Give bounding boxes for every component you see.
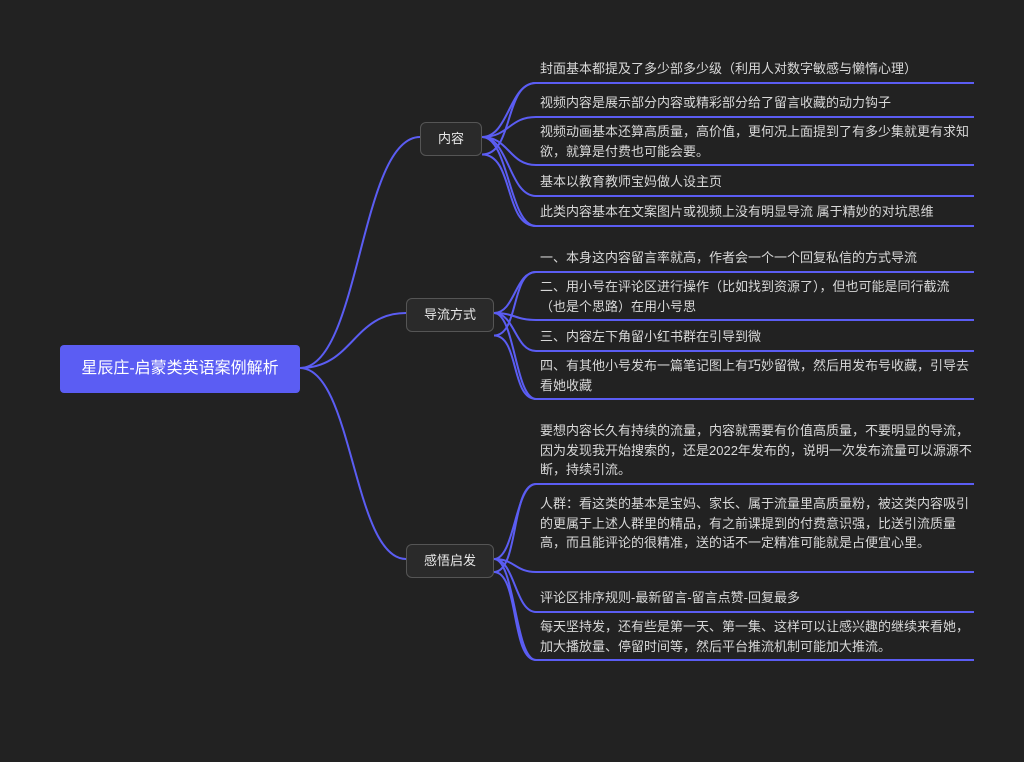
leaf-b2-3: 四、有其他小号发布一篇笔记图上有巧妙留微，然后用发布号收藏，引导去看她收藏: [536, 354, 974, 397]
leaf-b1-1: 视频内容是展示部分内容或精彩部分给了留言收藏的动力钩子: [536, 91, 974, 115]
leaf-b3-3: 每天坚持发，还有些是第一天、第一集、这样可以让感兴趣的继续来看她，加大播放量、停…: [536, 615, 974, 658]
leaf-b1-0: 封面基本都提及了多少部多少级（利用人对数字敏感与懒惰心理）: [536, 57, 974, 81]
leaf-b1-4: 此类内容基本在文案图片或视频上没有明显导流 属于精妙的对坑思维: [536, 200, 974, 224]
leaf-b1-3: 基本以教育教师宝妈做人设主页: [536, 170, 974, 194]
leaf-b2-0: 一、本身这内容留言率就高，作者会一个一个回复私信的方式导流: [536, 246, 974, 270]
leaf-b3-0: 要想内容长久有持续的流量，内容就需要有价值高质量，不要明显的导流，因为发现我开始…: [536, 419, 974, 482]
branch-b1: 内容: [420, 122, 482, 156]
root-node: 星辰庄-启蒙类英语案例解析: [60, 345, 300, 393]
leaf-b1-2: 视频动画基本还算高质量，高价值，更何况上面提到了有多少集就更有求知欲，就算是付费…: [536, 120, 974, 163]
leaf-b3-2: 评论区排序规则-最新留言-留言点赞-回复最多: [536, 586, 974, 610]
leaf-b2-2: 三、内容左下角留小红书群在引导到微: [536, 325, 974, 349]
leaf-b3-1: 人群：看这类的基本是宝妈、家长、属于流量里高质量粉，被这类内容吸引的更属于上述人…: [536, 492, 974, 570]
leaf-b2-1: 二、用小号在评论区进行操作（比如找到资源了），但也可能是同行截流（也是个思路）在…: [536, 275, 974, 318]
branch-b3: 感悟启发: [406, 544, 494, 578]
branch-b2: 导流方式: [406, 298, 494, 332]
mindmap-canvas: 星辰庄-启蒙类英语案例解析 内容 封面基本都提及了多少部多少级（利用人对数字敏感与懒…: [0, 0, 1024, 762]
